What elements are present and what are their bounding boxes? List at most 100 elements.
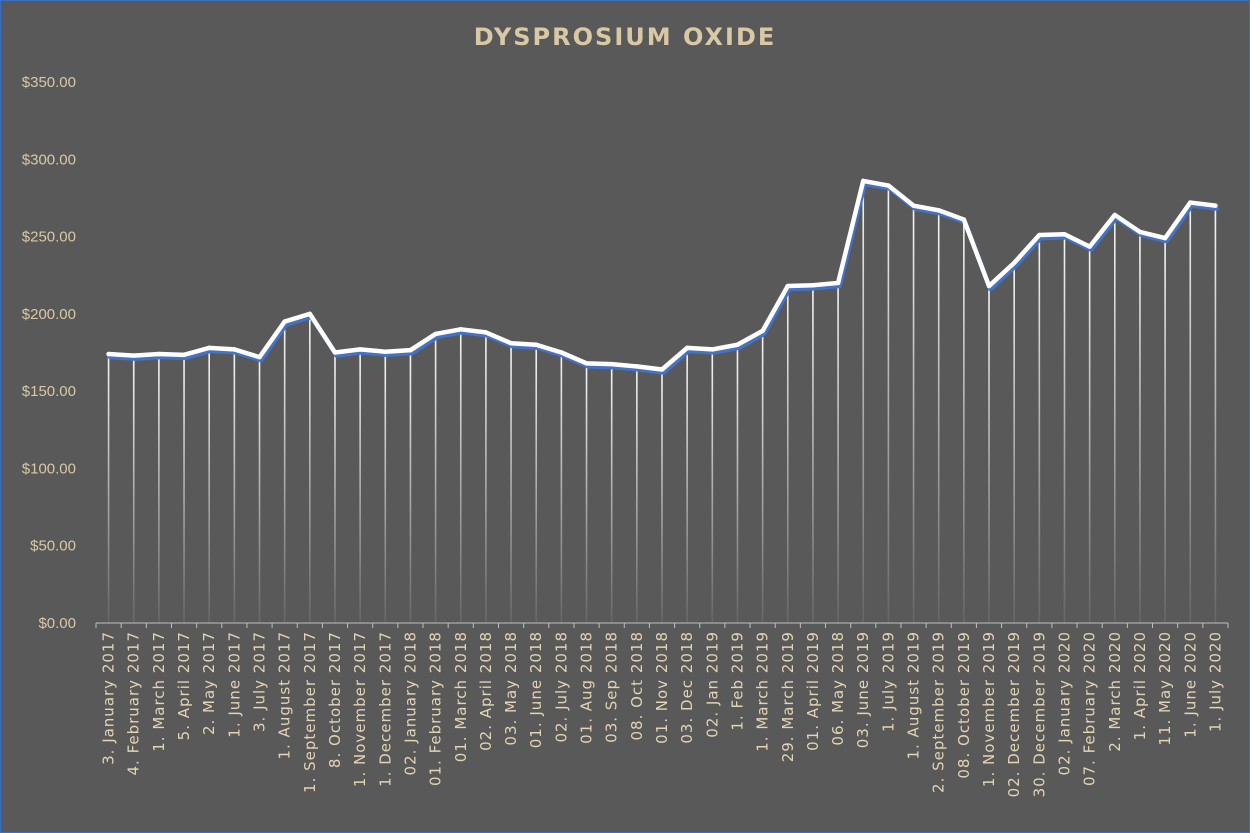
x-tick-label: 5. April 2017 <box>175 631 193 740</box>
y-tick-label: $150.00 <box>22 383 76 400</box>
x-tick-label: 1. June 2020 <box>1181 631 1199 738</box>
x-tick-label: 03. May 2018 <box>502 631 520 746</box>
drop-line <box>434 333 437 623</box>
x-tick-label: 02. January 2018 <box>401 631 419 775</box>
data-point <box>911 203 916 208</box>
drop-line <box>887 185 890 623</box>
data-point <box>986 283 992 289</box>
drop-line <box>610 364 613 623</box>
data-point <box>785 283 790 289</box>
drop-line <box>661 369 663 623</box>
data-point <box>634 364 640 369</box>
drop-line <box>334 352 336 623</box>
x-tick-label: 1. July 2020 <box>1206 631 1224 732</box>
x-tick-label: 8. October 2017 <box>326 631 344 768</box>
data-point <box>433 331 438 337</box>
data-point <box>659 367 665 372</box>
data-point <box>835 280 841 286</box>
drop-line <box>485 332 487 623</box>
x-tick-label: 01. March 2018 <box>452 631 470 762</box>
data-point <box>408 347 413 353</box>
drop-line <box>585 363 588 623</box>
data-point <box>508 341 514 346</box>
data-point <box>534 342 539 347</box>
x-tick-label: 1. March 2017 <box>150 631 168 752</box>
data-point <box>684 345 690 351</box>
data-point <box>1213 203 1218 208</box>
drop-line <box>837 282 839 623</box>
drop-line <box>1214 205 1217 623</box>
drop-line <box>132 355 135 623</box>
x-tick-label: 1. November 2019 <box>980 631 998 787</box>
data-point <box>936 208 941 213</box>
drop-line <box>107 354 110 623</box>
series-shadow <box>107 181 1220 375</box>
series-line <box>106 178 1220 375</box>
x-tick-label: 01. February 2018 <box>427 631 445 786</box>
data-point <box>710 347 715 352</box>
x-tick-label: 02. July 2018 <box>552 631 570 743</box>
drop-line <box>560 352 563 623</box>
x-tick-label: 30. December 2019 <box>1030 631 1048 797</box>
drop-line <box>459 329 462 623</box>
data-point <box>961 217 967 222</box>
data-point <box>1011 260 1017 266</box>
x-tick-label: 1. November 2017 <box>351 631 369 787</box>
data-point <box>282 319 287 324</box>
data-point <box>106 351 111 357</box>
x-tick-label: 08. October 2019 <box>955 631 973 779</box>
x-tick-label: 01. June 2018 <box>527 631 545 748</box>
x-tick-label: 1. September 2017 <box>301 631 319 793</box>
drop-line <box>636 366 638 623</box>
x-tick-label: 1. December 2017 <box>376 631 394 787</box>
drop-line <box>1013 262 1015 623</box>
y-tick-label: $0.00 <box>38 615 76 632</box>
x-tick-label: 2. May 2017 <box>200 631 218 735</box>
chart-title: DYSPROSIUM OXIDE <box>473 23 777 51</box>
x-axis-labels: 3. January 2017 4. February 2017 1. March … <box>100 631 1225 797</box>
x-tick-label: 02. January 2020 <box>1055 631 1073 775</box>
y-tick-label: $250.00 <box>22 229 76 246</box>
data-point <box>1188 200 1193 205</box>
drop-line <box>1038 235 1041 624</box>
data-point <box>483 330 489 335</box>
data-point <box>1137 229 1143 235</box>
drop-lines <box>107 180 1217 624</box>
x-tick-label: 4. February 2017 <box>125 631 143 776</box>
y-tick-label: $300.00 <box>22 151 76 168</box>
drop-line <box>786 286 789 623</box>
data-point <box>1062 232 1067 237</box>
x-tick-label: 1. April 2020 <box>1131 631 1149 740</box>
data-point <box>332 350 338 355</box>
y-tick-label: $50.00 <box>30 538 76 555</box>
x-tick-label: 01. April 2019 <box>804 631 822 751</box>
data-point <box>131 353 136 358</box>
data-point <box>307 311 313 317</box>
x-tick-label: 3. July 2017 <box>251 631 269 732</box>
x-tick-label: 08. Oct 2018 <box>628 631 646 741</box>
x-tick-label: 1. June 2017 <box>225 631 243 738</box>
drop-line <box>183 354 185 623</box>
data-point <box>357 347 363 352</box>
drop-line <box>258 357 261 623</box>
drop-line <box>761 330 764 623</box>
drop-line <box>158 354 160 623</box>
x-tick-label: 2. March 2020 <box>1106 631 1124 752</box>
x-tick-label: 1. Feb 2019 <box>728 631 746 731</box>
data-point <box>156 351 162 357</box>
data-point <box>760 328 765 334</box>
x-tick-label: 1. July 2019 <box>879 631 897 732</box>
drop-line <box>1063 234 1066 623</box>
x-tick-label: 02. April 2018 <box>477 631 495 751</box>
y-tick-label: $100.00 <box>22 460 76 477</box>
drop-line <box>1139 231 1141 624</box>
drop-line <box>1114 214 1116 623</box>
drop-line <box>535 344 538 623</box>
data-point <box>559 350 564 355</box>
x-tick-label: 1. August 2017 <box>276 631 294 760</box>
x-tick-label: 1. March 2019 <box>754 631 772 752</box>
drop-line <box>862 180 865 623</box>
data-point <box>584 361 589 366</box>
drop-line <box>812 285 814 623</box>
